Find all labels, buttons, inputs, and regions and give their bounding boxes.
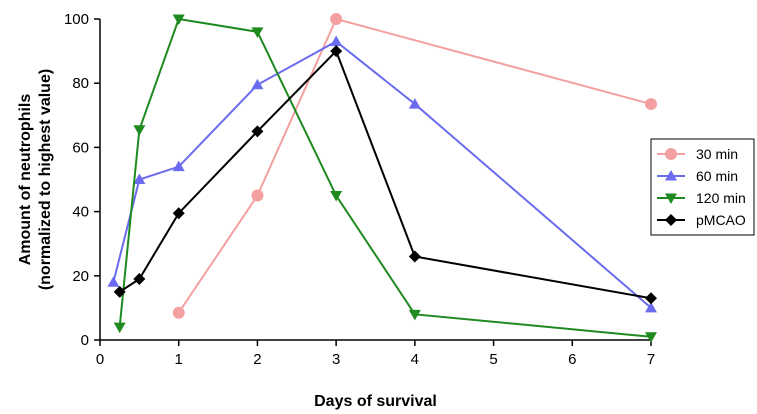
x-tick-label: 1 — [175, 351, 183, 368]
x-tick-label: 6 — [568, 351, 576, 368]
legend-label: pMCAO — [696, 212, 746, 228]
y-ticks: 0 20 40 60 80 100 — [64, 11, 100, 349]
data-point-30-min — [172, 306, 185, 319]
x-tick-label: 2 — [253, 351, 261, 368]
series-60-min — [107, 35, 657, 313]
data-point-30-min — [330, 13, 343, 25]
legend-swatch-marker — [665, 193, 677, 204]
legend-label: 60 min — [696, 168, 738, 184]
legend-swatch-marker — [665, 214, 677, 226]
data-point-120-min — [330, 191, 343, 202]
x-tick-label: 4 — [411, 351, 419, 368]
legend-swatch-marker — [665, 148, 677, 160]
legend-label: 120 min — [696, 190, 746, 206]
legend: 30 min 60 min 120 min pMCAO — [650, 138, 755, 236]
series-120-min — [113, 14, 657, 343]
x-tick-label: 3 — [332, 351, 340, 368]
x-ticks: 0 1 2 3 4 5 6 7 — [96, 340, 655, 368]
series-pmcao — [113, 45, 657, 305]
legend-swatch-marker — [665, 170, 677, 181]
data-point-60-min — [645, 301, 657, 313]
x-tick-label: 5 — [489, 351, 497, 368]
series-layer — [107, 13, 657, 343]
data-point-pmcao — [113, 285, 126, 298]
data-point-pmcao — [408, 250, 421, 263]
y-tick-label: 20 — [72, 268, 89, 285]
data-point-120-min — [251, 27, 264, 38]
y-tick-label: 80 — [72, 75, 89, 92]
y-tick-label: 40 — [72, 204, 89, 221]
data-point-120-min — [408, 309, 421, 321]
series-30-min — [172, 13, 657, 319]
legend-item-pmcao: pMCAO — [657, 212, 746, 228]
x-tick-label: 7 — [647, 351, 655, 368]
data-point-pmcao — [133, 273, 146, 286]
data-point-60-min — [330, 35, 343, 46]
legend-item-120-min: 120 min — [657, 190, 746, 206]
legend-item-60-min: 60 min — [657, 168, 738, 184]
data-point-pmcao — [251, 125, 264, 138]
data-point-120-min — [172, 14, 185, 25]
data-point-60-min — [408, 98, 421, 109]
y-axis-title-line-2: (normalized to highest value) — [37, 69, 54, 290]
x-axis-title: Days of survival — [314, 393, 437, 410]
data-point-pmcao — [172, 207, 185, 220]
legend-label: 30 min — [696, 146, 738, 162]
series-line-30-min — [177, 17, 652, 314]
series-line-pmcao — [119, 49, 652, 300]
data-point-60-min — [107, 276, 120, 287]
data-point-120-min — [133, 125, 146, 136]
y-tick-label: 0 — [81, 332, 89, 349]
data-point-120-min — [645, 332, 657, 343]
data-point-120-min — [113, 322, 126, 334]
data-point-60-min — [133, 173, 146, 184]
data-point-30-min — [645, 98, 657, 111]
y-tick-label: 100 — [64, 11, 89, 28]
data-point-pmcao — [330, 45, 343, 58]
y-tick-label: 60 — [72, 139, 89, 156]
data-point-60-min — [172, 160, 185, 172]
x-tick-label: 0 — [96, 351, 104, 368]
data-point-30-min — [251, 189, 264, 202]
data-point-pmcao — [645, 292, 657, 305]
axes — [99, 19, 651, 341]
data-point-60-min — [251, 78, 264, 90]
legend-item-30-min: 30 min — [657, 146, 738, 162]
y-axis-title: Amount of neutrophils (normalized to hig… — [17, 69, 54, 290]
y-axis-title-line-1: Amount of neutrophils — [17, 94, 34, 266]
